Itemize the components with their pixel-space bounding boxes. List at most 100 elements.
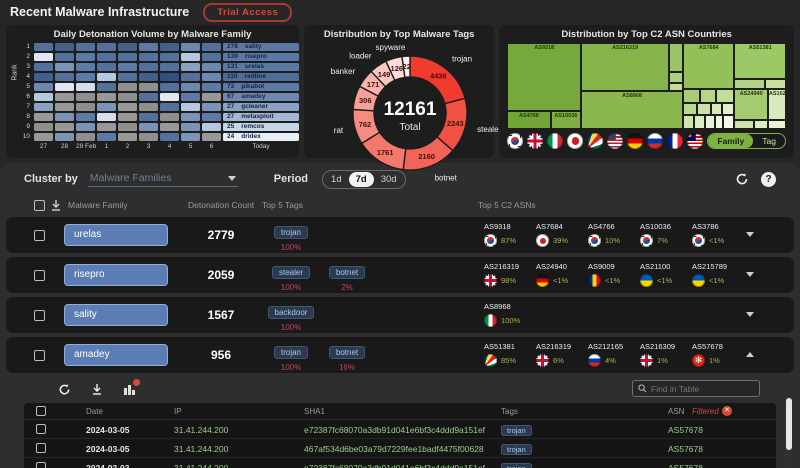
gb-flag-icon bbox=[640, 354, 653, 367]
treemap-cell bbox=[753, 120, 768, 129]
family-tag-toggle: Family Tag bbox=[707, 133, 786, 149]
detail-tags: trojan bbox=[501, 425, 532, 436]
toggle-tag[interactable]: Tag bbox=[762, 136, 776, 146]
tag-block: botnet 16% bbox=[320, 342, 374, 372]
donut-label-spyware: spyware bbox=[376, 43, 406, 52]
row-checkbox[interactable] bbox=[34, 270, 45, 281]
tag-chip-botnet: botnet bbox=[328, 346, 366, 359]
row-expand-caret[interactable] bbox=[746, 312, 754, 317]
detail-asn[interactable]: AS57678 bbox=[668, 425, 703, 435]
column-filter-button[interactable] bbox=[123, 378, 140, 396]
heatmap-row-family: risepro bbox=[244, 53, 267, 60]
detail-export-button[interactable] bbox=[91, 383, 103, 396]
help-button[interactable]: ? bbox=[761, 171, 776, 187]
heatmap-row-label: 139 risepro bbox=[223, 53, 299, 61]
col-header-sha1: SHA1 bbox=[304, 407, 325, 416]
detonation-count: 1567 bbox=[207, 308, 235, 322]
family-chip-amadey[interactable]: amadey bbox=[64, 344, 168, 366]
detail-sha1[interactable]: e72387fc68070a3db91d041e6bf3c4ddd9a151ef bbox=[304, 425, 486, 435]
heatmap-cell bbox=[139, 83, 158, 91]
heatmap-row-count: 25 bbox=[227, 123, 235, 130]
treemap-cell-label: AS16276 bbox=[768, 91, 786, 98]
heatmap-row-count: 27 bbox=[227, 113, 235, 120]
asn-percentage: <1% bbox=[605, 276, 621, 285]
clear-filter-icon[interactable]: ✕ bbox=[722, 406, 732, 416]
kr-flag-icon bbox=[484, 234, 497, 247]
asn-percentage: <1% bbox=[553, 276, 569, 285]
detail-sha1[interactable]: 467af534d6be03a79d7229fee1badf4475f00628 bbox=[304, 444, 484, 454]
heatmap-cell bbox=[202, 93, 221, 101]
filter-count-badge bbox=[133, 378, 140, 386]
detail-refresh-button[interactable] bbox=[58, 383, 71, 396]
scrollbar-thumb[interactable] bbox=[785, 398, 792, 450]
detail-table: Date IP SHA1 Tags ASN Filtered ✕ 2024-03… bbox=[24, 403, 776, 468]
trial-access-badge[interactable]: Trial Access bbox=[203, 2, 293, 22]
treemap-title: Distribution by Top C2 ASN Countries bbox=[561, 29, 732, 40]
row-checkbox[interactable] bbox=[34, 350, 45, 361]
treemap-cell bbox=[734, 79, 766, 90]
heatmap-cell bbox=[160, 43, 179, 51]
heatmap-cell bbox=[139, 133, 158, 141]
cluster-by-dropdown[interactable]: Malware Families bbox=[87, 171, 238, 187]
row-expand-caret[interactable] bbox=[746, 352, 754, 357]
period-7d-button[interactable]: 7d bbox=[348, 171, 374, 187]
heatmap-row-family: redline bbox=[244, 73, 266, 80]
detail-date: 2024-03-03 bbox=[86, 463, 130, 468]
find-in-table-box[interactable] bbox=[632, 380, 760, 397]
detail-row-checkbox[interactable] bbox=[36, 443, 46, 453]
asn-block: AS57678 1% bbox=[692, 342, 744, 367]
asn-label: AS7684 bbox=[536, 222, 563, 231]
detail-asn[interactable]: AS57678 bbox=[668, 444, 703, 454]
export-button[interactable] bbox=[50, 199, 62, 212]
heatmap-cell bbox=[97, 83, 116, 91]
detail-ip[interactable]: 31.41.244.200 bbox=[174, 463, 229, 468]
select-all-checkbox[interactable] bbox=[34, 200, 45, 211]
asn-block: AS3786 <1% bbox=[692, 222, 744, 247]
family-chip-urelas[interactable]: urelas bbox=[64, 224, 168, 246]
period-1d-button[interactable]: 1d bbox=[331, 173, 342, 185]
col-header-asn: ASN bbox=[668, 407, 685, 416]
heatmap-cell bbox=[55, 123, 74, 131]
cluster-by-label: Cluster by bbox=[24, 173, 78, 185]
treemap-cell-label: AS9318 bbox=[534, 45, 555, 51]
treemap-cell bbox=[705, 115, 715, 129]
find-in-table-input[interactable] bbox=[651, 383, 751, 394]
detail-ip[interactable]: 31.41.244.200 bbox=[174, 425, 229, 435]
heatmap-cell bbox=[55, 63, 74, 71]
row-expand-caret[interactable] bbox=[746, 232, 754, 237]
detail-select-all-checkbox[interactable] bbox=[36, 406, 46, 416]
refresh-button[interactable] bbox=[735, 172, 749, 186]
asn-label: AS3786 bbox=[692, 222, 719, 231]
heatmap-cell bbox=[118, 73, 137, 81]
family-chip-sality[interactable]: sality bbox=[64, 304, 168, 326]
detail-sha1[interactable]: e72387fc68070a3db91d041e6bf3c4ddd9a151ef bbox=[304, 463, 486, 468]
heatmap-cell bbox=[160, 133, 179, 141]
detail-asn[interactable]: AS57678 bbox=[668, 463, 703, 468]
heatmap-cell bbox=[202, 123, 221, 131]
detail-toolbar bbox=[0, 377, 800, 401]
treemap-cell bbox=[721, 103, 735, 116]
row-checkbox[interactable] bbox=[34, 230, 45, 241]
detail-row-checkbox[interactable] bbox=[36, 462, 46, 468]
heatmap-row-label: 278 sality bbox=[223, 43, 299, 51]
heatmap-cell bbox=[34, 43, 53, 51]
family-chip-risepro[interactable]: risepro bbox=[64, 264, 168, 286]
charts-row: Daily Detonation Volume by Malware Famil… bbox=[6, 25, 794, 182]
donut-title: Distribution by Top Malware Tags bbox=[323, 29, 475, 40]
asn-block: AS9318 87% bbox=[484, 222, 536, 247]
donut-slice-value: 762 bbox=[359, 120, 372, 129]
heatmap-cell bbox=[181, 93, 200, 101]
asn-label: AS51381 bbox=[484, 342, 515, 351]
row-checkbox[interactable] bbox=[34, 310, 45, 321]
heatmap-x-tick: 4 bbox=[167, 143, 172, 150]
treemap-cell-AS10036: AS10036 bbox=[550, 110, 582, 129]
detail-row-checkbox[interactable] bbox=[36, 424, 46, 434]
period-30d-button[interactable]: 30d bbox=[380, 173, 397, 185]
heatmap-cell bbox=[202, 63, 221, 71]
row-expand-caret[interactable] bbox=[746, 272, 754, 277]
heatmap-cell bbox=[139, 53, 158, 61]
heatmap-row-family: pikabot bbox=[241, 83, 265, 90]
toggle-family[interactable]: Family bbox=[708, 134, 754, 148]
treemap-cell-AS24940: AS24940 bbox=[734, 89, 768, 121]
detail-ip[interactable]: 31.41.244.200 bbox=[174, 444, 229, 454]
